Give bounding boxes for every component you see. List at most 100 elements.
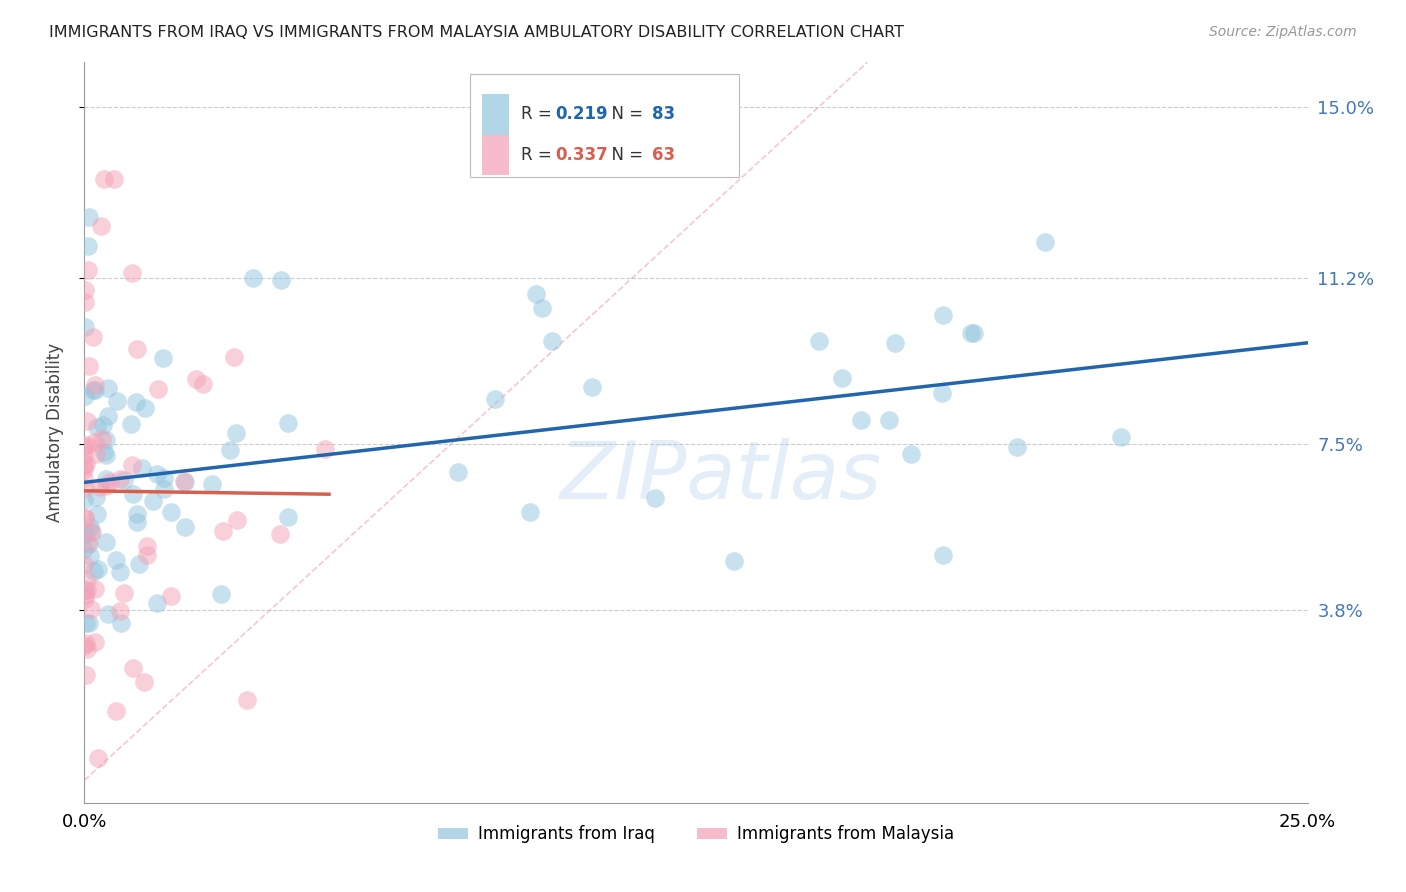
Point xyxy=(98,475,121,489)
Point xyxy=(108,472,131,486)
Point xyxy=(82,330,104,344)
Point xyxy=(541,334,564,348)
Point xyxy=(131,461,153,475)
Point xyxy=(73,639,96,653)
Point xyxy=(644,491,666,506)
Text: N =: N = xyxy=(600,146,648,164)
Point xyxy=(79,520,101,534)
Point xyxy=(211,524,233,538)
Point xyxy=(121,661,143,675)
Point xyxy=(77,537,100,551)
Point xyxy=(184,372,207,386)
Point xyxy=(73,526,96,541)
Point xyxy=(110,616,132,631)
Point xyxy=(963,326,986,340)
Point xyxy=(84,447,107,461)
Point xyxy=(209,587,232,601)
Point xyxy=(73,319,96,334)
Point xyxy=(146,596,169,610)
Point xyxy=(104,553,127,567)
Text: IMMIGRANTS FROM IRAQ VS IMMIGRANTS FROM MALAYSIA AMBULATORY DISABILITY CORRELATI: IMMIGRANTS FROM IRAQ VS IMMIGRANTS FROM … xyxy=(49,25,904,40)
Point xyxy=(73,462,96,476)
Point xyxy=(76,642,98,657)
Point xyxy=(87,561,110,575)
Point xyxy=(122,487,145,501)
Point xyxy=(73,557,96,571)
Point xyxy=(484,392,506,406)
Point xyxy=(91,418,114,433)
Point xyxy=(75,636,97,650)
Point xyxy=(75,588,97,602)
Point xyxy=(1109,430,1132,444)
Point xyxy=(76,239,98,253)
Point xyxy=(83,634,105,648)
Point xyxy=(160,505,183,519)
Point xyxy=(242,271,264,285)
Point xyxy=(225,425,247,440)
FancyBboxPatch shape xyxy=(470,73,738,178)
Point xyxy=(581,380,603,394)
Point xyxy=(90,432,112,446)
Point xyxy=(225,513,247,527)
Point xyxy=(112,473,135,487)
Point xyxy=(94,472,117,486)
Point xyxy=(76,414,98,428)
Point xyxy=(173,475,195,489)
Point xyxy=(97,409,120,423)
Point xyxy=(142,493,165,508)
Text: 63: 63 xyxy=(652,146,675,164)
Point xyxy=(97,381,120,395)
Point xyxy=(73,542,96,557)
Point xyxy=(125,515,148,529)
Point xyxy=(849,413,872,427)
Point xyxy=(73,448,96,462)
Point xyxy=(80,524,103,539)
Point xyxy=(80,525,103,540)
Point xyxy=(73,582,96,597)
Point xyxy=(76,582,98,597)
Point xyxy=(89,479,111,493)
Point xyxy=(148,382,170,396)
Point xyxy=(128,557,150,571)
Point xyxy=(153,483,176,497)
Point xyxy=(807,334,830,348)
Point xyxy=(96,479,118,493)
Point xyxy=(76,438,98,452)
Point xyxy=(447,465,470,479)
Point xyxy=(270,273,292,287)
Point xyxy=(73,389,96,403)
Point xyxy=(75,295,97,310)
Point xyxy=(90,219,112,234)
Point xyxy=(73,510,96,524)
Point xyxy=(76,573,98,587)
Point xyxy=(79,601,101,615)
Text: 0.219: 0.219 xyxy=(555,105,607,123)
Text: 0.337: 0.337 xyxy=(555,146,607,164)
Point xyxy=(218,442,240,457)
Point xyxy=(97,607,120,622)
Point xyxy=(127,343,149,357)
Point xyxy=(75,668,97,682)
Point xyxy=(104,704,127,718)
Point xyxy=(134,401,156,416)
Point xyxy=(136,539,159,553)
Point xyxy=(1033,235,1056,249)
Y-axis label: Ambulatory Disability: Ambulatory Disability xyxy=(45,343,63,522)
Point xyxy=(191,377,214,392)
Point xyxy=(73,283,96,297)
Point xyxy=(96,448,118,462)
Point xyxy=(530,301,553,315)
Point xyxy=(73,470,96,484)
Text: 83: 83 xyxy=(652,105,675,123)
Point xyxy=(77,359,100,373)
Point xyxy=(77,263,100,277)
Point xyxy=(159,589,181,603)
Point xyxy=(125,507,148,521)
Point xyxy=(76,536,98,550)
Point xyxy=(132,674,155,689)
Point xyxy=(112,585,135,599)
Text: ZIPatlas: ZIPatlas xyxy=(560,438,882,516)
Point xyxy=(105,393,128,408)
Point xyxy=(86,507,108,521)
Point xyxy=(93,172,115,186)
